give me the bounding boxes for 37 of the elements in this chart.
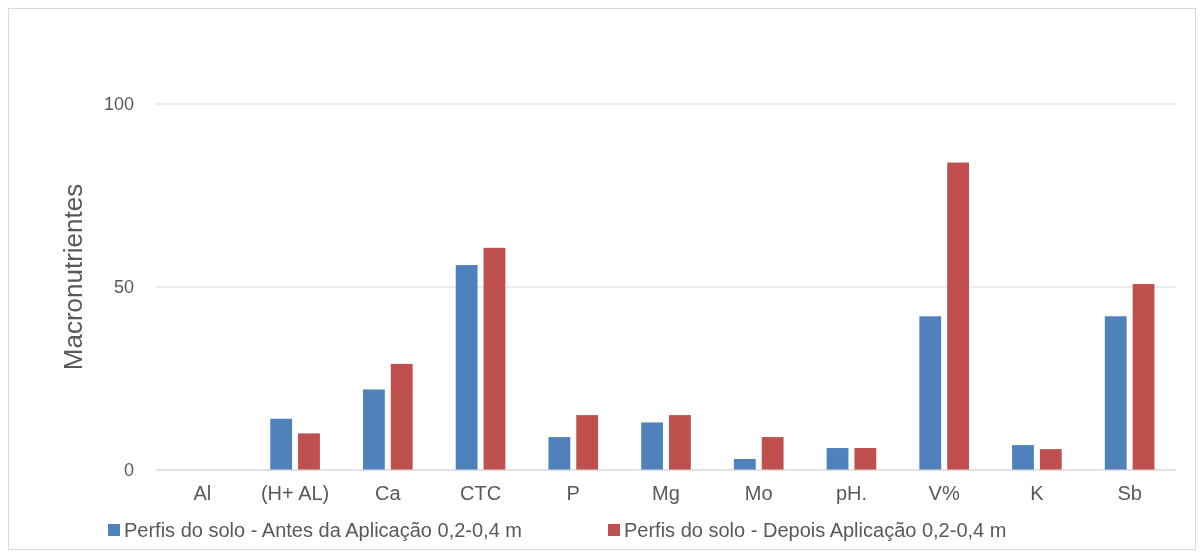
bar xyxy=(270,418,293,470)
bar xyxy=(669,415,691,470)
x-tick-label: Ca xyxy=(375,482,402,504)
bar xyxy=(854,448,877,470)
bar xyxy=(483,247,506,470)
x-tick-label: Mg xyxy=(652,482,680,504)
bar xyxy=(1104,316,1127,470)
bar xyxy=(761,437,784,470)
y-tick-label: 50 xyxy=(113,277,134,298)
bar xyxy=(576,415,599,470)
bar xyxy=(919,316,942,470)
x-tick-label: P xyxy=(566,482,580,504)
x-tick-label: CTC xyxy=(459,482,502,504)
bar xyxy=(947,162,969,470)
x-tick-label: Mo xyxy=(744,482,773,504)
x-tick-label: Al xyxy=(193,482,212,504)
y-tick-label: 100 xyxy=(103,94,134,115)
bar xyxy=(298,433,320,470)
x-tick-label: (H+ AL) xyxy=(260,482,330,504)
bar xyxy=(1039,449,1062,470)
x-tick-label: V% xyxy=(928,482,960,504)
bar xyxy=(1132,284,1155,470)
bar xyxy=(641,422,663,470)
bar xyxy=(363,389,385,470)
x-tick-label: Sb xyxy=(1117,482,1142,504)
bar xyxy=(733,459,756,470)
bar xyxy=(390,363,413,470)
bar xyxy=(455,265,478,470)
legend-label: Perfis do solo - Depois Aplicação 0,2-0,4 m xyxy=(624,519,1007,541)
y-axis-title: Macronutrientes xyxy=(58,183,88,371)
bar xyxy=(826,448,849,470)
y-tick-label: 0 xyxy=(123,460,134,481)
bar xyxy=(1012,445,1034,470)
legend-label: Perfis do solo - Antes da Aplicação 0,2-0,4 m xyxy=(124,519,522,541)
x-tick-label: pH. xyxy=(835,482,868,504)
x-tick-label: K xyxy=(1030,482,1045,504)
bar xyxy=(548,437,571,470)
